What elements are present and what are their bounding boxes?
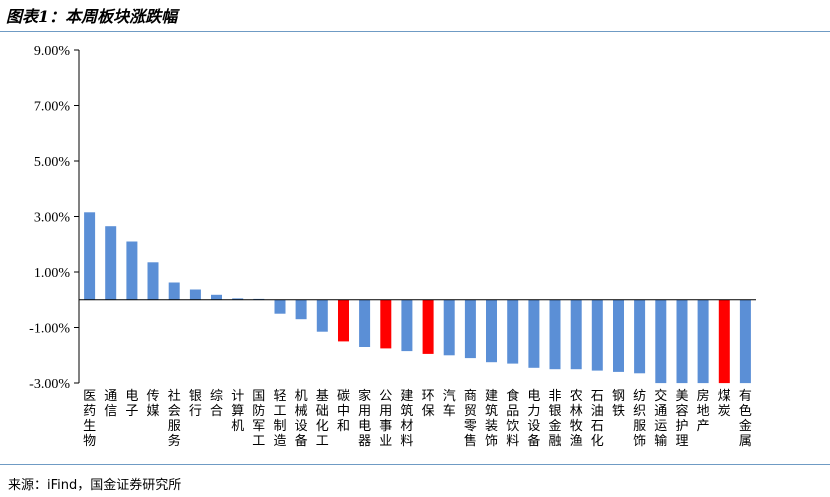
bar-23 (549, 299, 561, 370)
category-label: 食品饮料 (506, 388, 519, 449)
bar-13 (338, 299, 349, 342)
category-label: 非银金融 (548, 389, 561, 449)
category-label: 环保 (422, 389, 435, 419)
bar-32 (739, 299, 751, 384)
bar-15 (380, 299, 392, 349)
bar-2 (105, 226, 117, 300)
category-label: 家用电器 (358, 388, 371, 449)
category-label: 银行 (189, 389, 202, 419)
category-labels: 医药生物通信电子传媒社会服务银行综合计算机国防军工轻工制造机械设备基础化工碳中和… (83, 388, 752, 449)
bar-21 (507, 299, 519, 364)
y-tick-label: 7.00% (34, 100, 71, 115)
bar-27 (634, 299, 646, 374)
category-label: 碳中和 (337, 389, 350, 434)
bottom-divider (0, 464, 830, 465)
category-label: 钢铁 (612, 389, 625, 419)
bar-16 (401, 299, 413, 352)
bars (84, 212, 751, 384)
category-label: 国防军工 (252, 389, 265, 449)
bar-7 (211, 294, 222, 300)
category-label: 公用事业 (379, 389, 392, 449)
category-label: 综合 (210, 389, 223, 419)
category-label: 交通运输 (654, 388, 667, 449)
category-label: 电力设备 (527, 389, 540, 449)
bar-10 (274, 299, 286, 314)
bar-30 (697, 299, 709, 384)
category-label: 农林牧渔 (570, 389, 583, 449)
y-tick-label: 3.00% (34, 211, 71, 226)
bar-22 (528, 299, 540, 368)
category-label: 传媒 (146, 389, 159, 419)
bar-11 (295, 299, 307, 320)
category-label: 石油石化 (591, 389, 604, 449)
category-label: 房地产 (697, 388, 710, 434)
bar-5 (168, 282, 180, 300)
bar-12 (316, 299, 328, 332)
category-label: 电子 (125, 389, 138, 419)
category-label: 社会服务 (168, 388, 181, 449)
category-label: 美容护理 (675, 389, 688, 449)
y-tick-label: 1.00% (34, 266, 71, 281)
category-label: 基础化工 (316, 389, 329, 449)
bar-19 (464, 299, 476, 359)
bar-26 (613, 299, 624, 372)
bar-17 (422, 299, 434, 354)
category-label: 有色金属 (739, 389, 752, 449)
category-label: 轻工制造 (273, 389, 286, 449)
category-label: 建筑材料 (400, 389, 413, 449)
category-label: 纺织服饰 (633, 389, 646, 449)
top-divider (0, 31, 830, 32)
bar-31 (718, 299, 730, 384)
category-label: 计算机 (231, 389, 244, 434)
y-tick-label: -1.00% (29, 322, 70, 337)
category-label: 医药生物 (83, 389, 96, 449)
bar-4 (147, 262, 159, 300)
bar-18 (443, 299, 455, 356)
bar-8 (232, 298, 244, 300)
bar-29 (676, 299, 688, 384)
category-label: 建筑装饰 (485, 389, 498, 449)
bar-3 (126, 241, 138, 300)
y-tick-label: 5.00% (34, 155, 71, 170)
category-label: 机械设备 (295, 389, 308, 449)
y-axis: 9.00% 7.00% 5.00% 3.00% 1.00% -1.00% -3.00% (29, 44, 80, 392)
bar-24 (570, 299, 582, 370)
category-label: 通信 (104, 389, 117, 419)
bar-25 (591, 299, 603, 371)
bar-1 (84, 212, 96, 300)
category-label: 煤炭 (718, 389, 731, 419)
category-label: 商贸零售 (464, 389, 477, 449)
category-label: 汽车 (443, 389, 456, 419)
bar-chart: 9.00% 7.00% 5.00% 3.00% 1.00% -1.00% -3.00% 医药… (29, 44, 756, 449)
bar-28 (655, 299, 667, 384)
y-tick-label: 9.00% (34, 44, 71, 59)
y-tick-label: -3.00% (29, 377, 70, 392)
source-note: 来源：iFind，国金证券研究所 (8, 478, 182, 493)
bar-20 (486, 299, 497, 363)
bar-6 (189, 289, 201, 300)
bar-14 (359, 299, 371, 347)
chart-title: 图表1：本周板块涨跌幅 (6, 7, 178, 26)
